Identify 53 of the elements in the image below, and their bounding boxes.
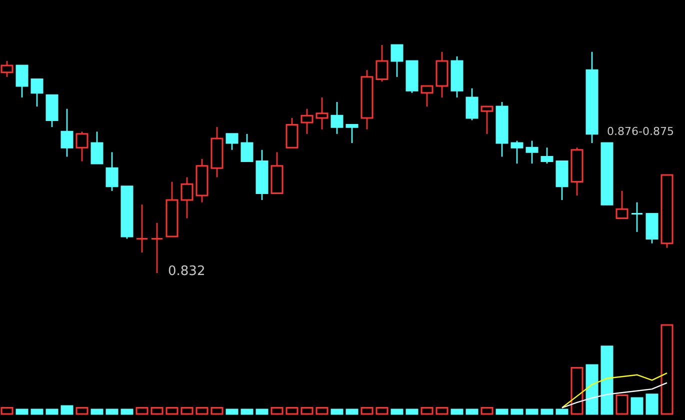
candlestick: [420, 85, 434, 108]
candlestick: [226, 133, 238, 151]
bar: [346, 408, 358, 415]
candlestick: [76, 130, 88, 162]
bar: [46, 408, 58, 415]
bar: [556, 408, 568, 415]
annotation: 0.832: [168, 264, 206, 279]
candlestick: [60, 108, 74, 158]
candlestick: [90, 130, 104, 164]
bar: [90, 408, 104, 415]
candlestick: [466, 88, 478, 121]
candlestick: [540, 146, 554, 164]
candlestick: [526, 140, 538, 164]
bar: [450, 408, 464, 415]
annotation: 0.876-0.875: [607, 125, 674, 138]
bar: [16, 408, 28, 415]
candlestick: [616, 190, 628, 220]
candlestick: [300, 108, 314, 135]
candlestick: [390, 44, 404, 78]
bar: [510, 408, 524, 415]
bar: [466, 408, 478, 415]
candlestick: [316, 96, 328, 130]
bar: [406, 408, 418, 415]
candlestick: [150, 222, 164, 274]
bar: [586, 364, 598, 415]
candlestick: [286, 117, 298, 148]
candlestick: [480, 106, 494, 135]
candlestick: [136, 204, 148, 254]
candlestick: [180, 176, 194, 219]
bar: [646, 394, 658, 415]
bar: [390, 408, 404, 415]
candlestick: [630, 202, 644, 233]
candlestick: [240, 133, 254, 162]
bar: [540, 408, 554, 415]
bar: [526, 408, 538, 415]
bar: [120, 408, 134, 415]
bar: [600, 346, 614, 415]
bar: [106, 408, 118, 415]
bar: [330, 408, 344, 415]
bar: [60, 405, 74, 415]
bar: [226, 408, 238, 415]
candlestick: [30, 78, 44, 108]
candlestick: [330, 101, 344, 135]
candlestick: [16, 64, 28, 98]
bar: [256, 408, 268, 415]
candlestick: [510, 140, 524, 164]
candlestick: [376, 44, 388, 82]
bar: [630, 397, 644, 415]
candlestick: [346, 124, 358, 144]
candlestick: [106, 152, 118, 192]
bar: [240, 408, 254, 415]
bar: [30, 408, 44, 415]
bar: [496, 408, 508, 415]
